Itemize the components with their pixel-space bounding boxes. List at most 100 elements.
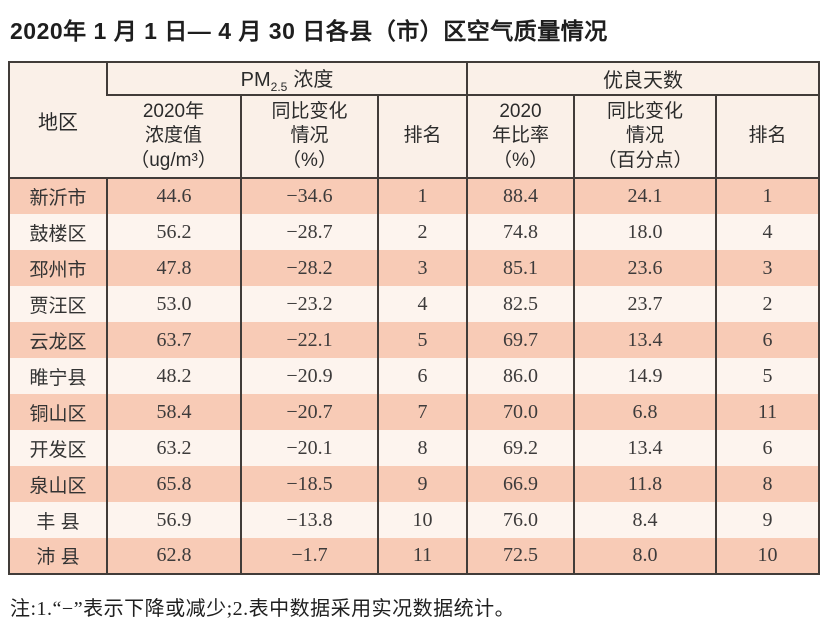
good-days-rank-cell: 1 [714,178,820,214]
header-pm-change: 同比变化 情况 （%） [240,95,378,179]
air-quality-table: 地区 PM2.5 浓度 优良天数 2020年 浓度值 （ug/m³） 同比变化 情… [8,61,821,575]
good-days-rank-cell: 11 [714,394,820,430]
pm-change-cell: −23.2 [240,286,378,322]
table-row: 泉山区 65.8 −18.5 9 66.9 11.8 8 [9,466,820,502]
pm-rank-cell: 9 [377,466,467,502]
pm-change-cell: −18.5 [240,466,378,502]
pm-change-cell: −13.8 [240,502,378,538]
header-group-row: 地区 PM2.5 浓度 优良天数 [9,62,820,179]
pm-value-cell: 63.2 [106,430,241,466]
table-row: 鼓楼区 56.2 −28.7 2 74.8 18.0 4 [9,214,820,250]
good-days-ratio-cell: 69.7 [466,322,574,358]
good-days-change-cell: 24.1 [573,178,716,214]
pm-value-cell: 56.2 [106,214,241,250]
good-days-rank-cell: 6 [714,430,820,466]
pm-value-cell: 48.2 [106,358,241,394]
region-cell: 鼓楼区 [9,214,107,250]
pm-rank-cell: 5 [377,322,467,358]
pm-change-cell: −20.7 [240,394,378,430]
header-pm-rank: 排名 [377,95,467,179]
region-cell: 邳州市 [9,250,107,286]
good-days-rank-cell: 10 [714,538,820,574]
table-row: 邳州市 47.8 −28.2 3 85.1 23.6 3 [9,250,820,286]
table-row: 新沂市 44.6 −34.6 1 88.4 24.1 1 [9,178,820,214]
good-days-ratio-cell: 82.5 [466,286,574,322]
good-days-change-cell: 6.8 [573,394,716,430]
pm-change-cell: −22.1 [240,322,378,358]
good-days-ratio-cell: 86.0 [466,358,574,394]
good-days-change-cell: 8.0 [573,538,716,574]
pm-rank-cell: 4 [377,286,467,322]
pm-value-cell: 63.7 [106,322,241,358]
pm-label: PM [240,69,271,91]
good-days-change-cell: 23.6 [573,250,716,286]
pm-change-cell: −28.7 [240,214,378,250]
region-cell: 泉山区 [9,466,107,502]
good-days-change-cell: 14.9 [573,358,716,394]
pm-rank-cell: 6 [377,358,467,394]
pm-change-cell: −20.1 [240,430,378,466]
good-days-ratio-cell: 88.4 [466,178,574,214]
good-days-ratio-cell: 66.9 [466,466,574,502]
pm-rank-cell: 2 [377,214,467,250]
pm-rank-cell: 10 [377,502,467,538]
page-title: 2020年 1 月 1 日— 4 月 30 日各县（市）区空气质量情况 [10,18,608,44]
pm-change-cell: −28.2 [240,250,378,286]
table-header: 地区 PM2.5 浓度 优良天数 2020年 浓度值 （ug/m³） 同比变化 情… [9,62,820,179]
region-cell: 云龙区 [9,322,107,358]
pm-rank-cell: 8 [377,430,467,466]
region-cell: 睢宁县 [9,358,107,394]
pm-change-cell: −1.7 [240,538,378,574]
good-days-ratio-cell: 69.2 [466,430,574,466]
good-days-change-cell: 23.7 [573,286,716,322]
region-cell: 开发区 [9,430,107,466]
good-days-change-cell: 18.0 [573,214,716,250]
region-cell: 铜山区 [9,394,107,430]
good-days-change-cell: 8.4 [573,502,716,538]
header-pm25-group: PM2.5 浓度 [106,62,467,96]
table-row: 云龙区 63.7 −22.1 5 69.7 13.4 6 [9,322,820,358]
header-good-days-group: 优良天数 [465,62,820,96]
header-region: 地区 [9,62,107,179]
header-pm-value: 2020年 浓度值 （ug/m³） [107,95,241,179]
pm-rank-cell: 7 [377,394,467,430]
good-days-ratio-cell: 76.0 [466,502,574,538]
good-days-change-cell: 13.4 [573,430,716,466]
pm-concentration-label: 浓度 [293,69,334,91]
good-days-rank-cell: 3 [714,250,820,286]
good-days-ratio-cell: 72.5 [466,538,574,574]
pm-value-cell: 44.6 [106,178,241,214]
good-days-ratio-cell: 85.1 [466,250,574,286]
region-cell: 贾汪区 [9,286,107,322]
good-days-change-cell: 11.8 [573,466,716,502]
table-row: 开发区 63.2 −20.1 8 69.2 13.4 6 [9,430,820,466]
header-sub-row: 2020年 浓度值 （ug/m³） 同比变化 情况 （%） 排名 2020 年比… [9,95,820,179]
region-cell: 丰 县 [9,502,107,538]
good-days-ratio-cell: 74.8 [466,214,574,250]
header-good-days-change: 同比变化 情况 （百分点） [573,95,716,179]
pm-value-cell: 53.0 [106,286,241,322]
table-row: 丰 县 56.9 −13.8 10 76.0 8.4 9 [9,502,820,538]
pm-subscript: 2.5 [270,80,288,94]
table-row: 铜山区 58.4 −20.7 7 70.0 6.8 11 [9,394,820,430]
good-days-rank-cell: 2 [714,286,820,322]
table-row: 贾汪区 53.0 −23.2 4 82.5 23.7 2 [9,286,820,322]
pm-value-cell: 62.8 [106,538,241,574]
good-days-rank-cell: 6 [714,322,820,358]
pm-value-cell: 65.8 [106,466,241,502]
region-cell: 沛 县 [9,538,107,574]
table-row: 睢宁县 48.2 −20.9 6 86.0 14.9 5 [9,358,820,394]
pm-change-cell: −34.6 [240,178,378,214]
good-days-ratio-cell: 70.0 [466,394,574,430]
good-days-rank-cell: 4 [714,214,820,250]
pm-value-cell: 58.4 [106,394,241,430]
good-days-change-cell: 13.4 [573,322,716,358]
good-days-rank-cell: 5 [714,358,820,394]
good-days-rank-cell: 9 [714,502,820,538]
region-cell: 新沂市 [9,178,107,214]
table-row: 沛 县 62.8 −1.7 11 72.5 8.0 10 [9,538,820,574]
table-body: 新沂市 44.6 −34.6 1 88.4 24.1 1 鼓楼区 56.2 −28.7 2 74.8 1… [9,178,820,574]
footnote: 注:1.“−”表示下降或减少;2.表中数据采用实况数据统计。 [10,598,516,620]
pm-rank-cell: 3 [377,250,467,286]
